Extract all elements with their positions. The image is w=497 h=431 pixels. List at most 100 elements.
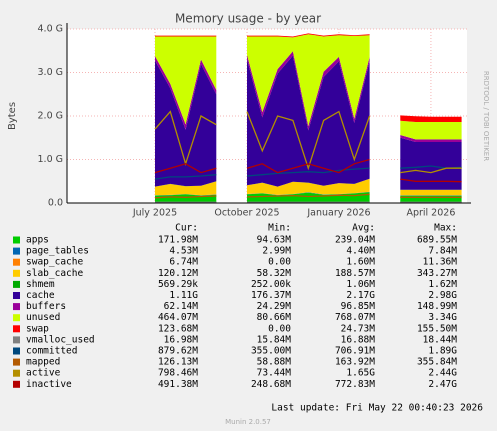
legend-stat: 689.55M (417, 235, 457, 246)
legend-swatch (13, 358, 20, 366)
legend-stat: 176.37M (251, 290, 291, 301)
legend-stat: 1.11G (169, 290, 198, 301)
legend-stat: 491.38M (158, 379, 198, 390)
x-tick-label: January 2026 (306, 208, 370, 219)
legend-stat: 879.62M (158, 346, 198, 357)
legend-stat: 123.68M (158, 323, 198, 334)
legend-stat: 80.66M (257, 312, 292, 323)
legend-stat: 4.53M (169, 246, 198, 257)
legend-stat: 2.98G (428, 290, 457, 301)
legend-label: page_tables (26, 246, 89, 257)
legend-label: active (26, 368, 61, 379)
legend-stat: 569.29k (158, 279, 198, 290)
legend-swatch (13, 303, 20, 311)
legend-stat: 7.84M (428, 246, 457, 257)
legend-stat: 24.73M (341, 323, 376, 334)
legend-stat: 96.85M (341, 301, 376, 312)
legend-stat: 355.84M (417, 357, 457, 368)
line (154, 193, 462, 199)
legend-stat: 73.44M (257, 368, 292, 379)
legend-stat: 355.00M (251, 346, 291, 357)
legend-swatch (13, 269, 20, 277)
legend-header: Max: (434, 223, 457, 234)
legend-stat: 343.27M (417, 268, 457, 279)
legend-stat: 1.65G (346, 368, 375, 379)
legend-stat: 62.14M (164, 301, 199, 312)
legend-label: slab_cache (26, 268, 83, 279)
legend-header: Cur: (175, 223, 198, 234)
y-tick-label: 1.0 G (38, 154, 64, 165)
legend-stat: 1.89G (428, 346, 457, 357)
legend-stat: 11.36M (423, 257, 458, 268)
legend-swatch (13, 325, 20, 333)
legend-stat: 188.57M (335, 268, 375, 279)
x-tick-label: July 2025 (132, 208, 177, 219)
legend-stat: 1.60M (346, 257, 375, 268)
legend-stat: 155.50M (417, 323, 457, 334)
legend-swatch (13, 347, 20, 355)
legend-stat: 148.99M (417, 301, 457, 312)
area (155, 178, 462, 196)
line (154, 158, 462, 183)
footer: Munin 2.0.57 (225, 418, 271, 426)
area (155, 192, 462, 203)
chart-title: Memory usage - by year (175, 12, 321, 26)
last-update: Last update: Fri May 22 00:40:23 2026 (271, 403, 483, 414)
legend-header: Avg: (352, 223, 375, 234)
legend-swatch (13, 236, 20, 244)
legend-swatch (13, 258, 20, 266)
legend-stat: 0.00 (268, 257, 291, 268)
legend-label: cache (26, 290, 55, 301)
y-tick-label: 3.0 G (38, 67, 64, 78)
legend-stat: 706.91M (335, 346, 375, 357)
legend-stat: 15.84M (257, 334, 292, 345)
legend-stat: 6.74M (169, 257, 198, 268)
legend-stat: 58.32M (257, 268, 292, 279)
legend-stat: 0.00 (268, 323, 291, 334)
legend-swatch (13, 369, 20, 377)
legend-stat: 94.63M (257, 235, 292, 246)
legend-stat: 24.29M (257, 301, 292, 312)
legend-stat: 18.44M (423, 334, 458, 345)
legend-label: vmalloc_used (26, 334, 95, 345)
legend-stat: 1.06M (346, 279, 375, 290)
area (155, 34, 462, 140)
legend-label: swap (26, 323, 49, 334)
legend-stat: 2.47G (428, 379, 457, 390)
legend-stat: 16.98M (164, 334, 199, 345)
x-tick-label: October 2025 (214, 208, 279, 219)
legend-stat: 171.98M (158, 235, 198, 246)
legend-stat: 772.83M (335, 379, 375, 390)
legend-stat: 1.62M (428, 279, 457, 290)
legend-stat: 58.88M (257, 357, 292, 368)
y-tick-label: 2.0 G (38, 111, 64, 122)
legend-label: committed (26, 346, 77, 357)
legend-stat: 464.07M (158, 312, 198, 323)
legend-stat: 798.46M (158, 368, 198, 379)
legend-swatch (13, 280, 20, 288)
legend-stat: 16.88M (341, 334, 376, 345)
legend-stat: 239.04M (335, 235, 375, 246)
legend-stat: 120.12M (158, 268, 198, 279)
side-text: RRDTOOL / TOBI OETIKER (482, 71, 490, 161)
legend-stat: 248.68M (251, 379, 291, 390)
x-tick-label: April 2026 (406, 208, 455, 219)
legend-header: Min: (268, 223, 291, 234)
legend-swatch (13, 247, 20, 255)
y-axis-label: Bytes (7, 102, 18, 130)
legend-stat: 768.07M (335, 312, 375, 323)
legend-label: inactive (26, 379, 72, 390)
legend-swatch (13, 336, 20, 344)
legend-stat: 2.17G (346, 290, 375, 301)
legend-label: apps (26, 235, 49, 246)
legend-label: swap_cache (26, 257, 83, 268)
legend-stat: 163.92M (335, 357, 375, 368)
legend-stat: 126.13M (158, 357, 198, 368)
legend-stat: 252.00k (251, 279, 291, 290)
legend-stat: 3.34G (428, 312, 457, 323)
legend-label: unused (26, 312, 60, 323)
legend-swatch (13, 314, 20, 322)
y-tick-label: 4.0 G (38, 24, 64, 35)
legend-swatch (13, 292, 20, 299)
